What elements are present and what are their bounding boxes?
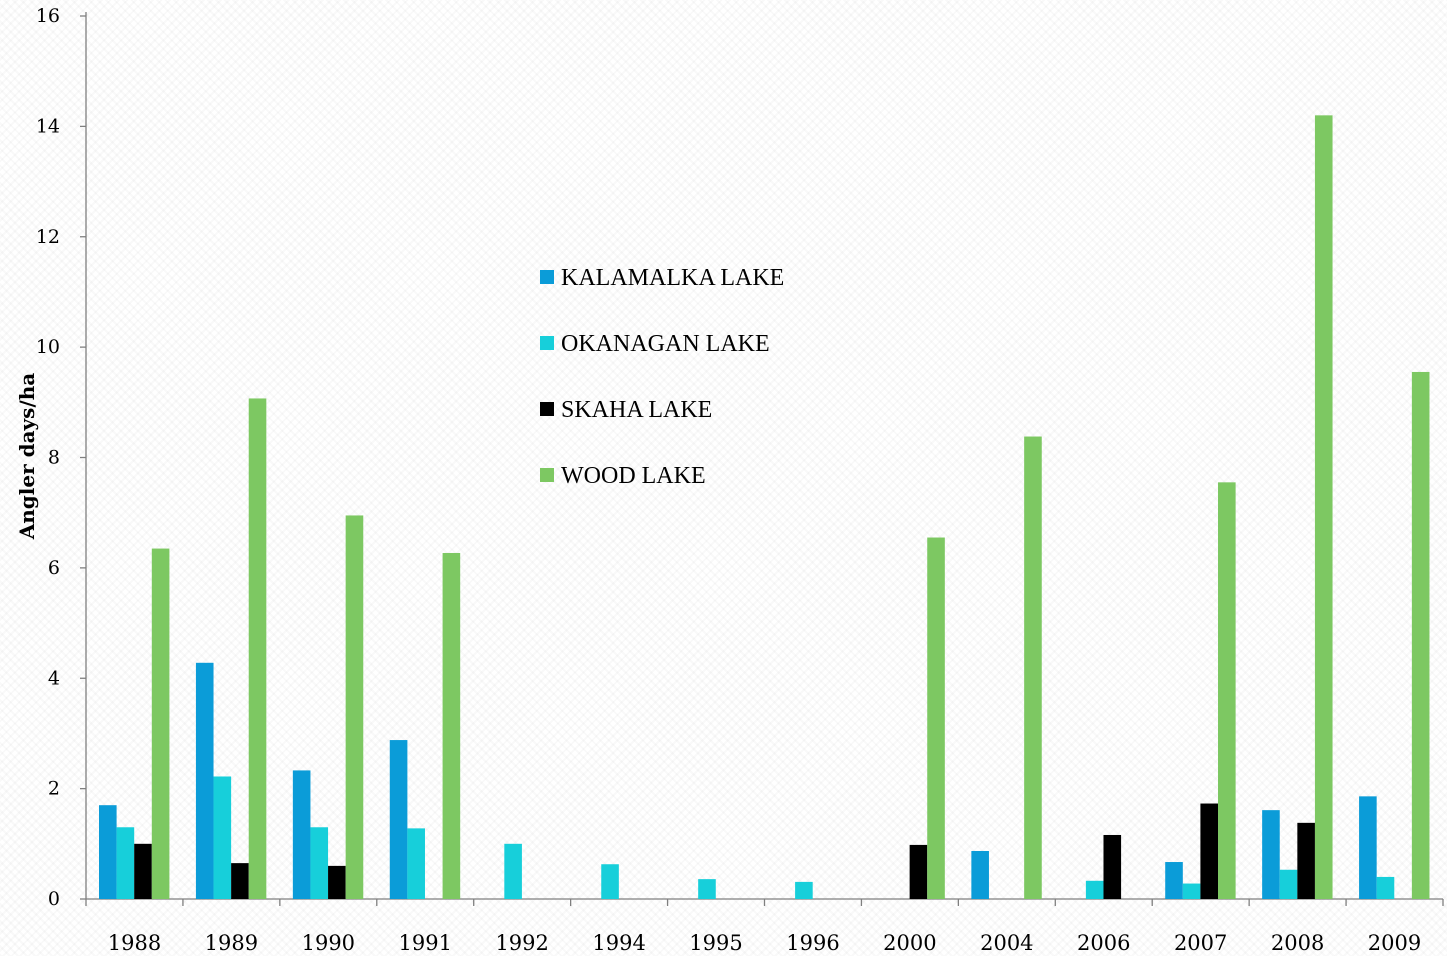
bar — [389, 740, 408, 899]
y-tick-label: 0 — [48, 888, 60, 910]
x-tick-label: 1988 — [108, 931, 161, 955]
bar — [971, 850, 989, 899]
bar — [1182, 883, 1201, 899]
x-tick-label: 1991 — [399, 931, 452, 955]
bar — [1103, 834, 1122, 899]
x-tick-label: 2009 — [1368, 931, 1421, 955]
y-tick-label: 14 — [36, 115, 60, 137]
legend-label: WOOD LAKE — [561, 463, 706, 489]
bar — [1262, 810, 1280, 899]
legend-label: OKANAGAN LAKE — [561, 331, 770, 357]
y-tick-label: 2 — [48, 778, 60, 800]
bar — [1359, 796, 1377, 899]
bar — [1085, 880, 1104, 899]
y-axis-label: Angler days/ha — [15, 373, 39, 541]
x-tick-label: 2006 — [1077, 931, 1130, 955]
bar — [698, 879, 716, 899]
legend-swatch — [540, 402, 554, 416]
bar — [1411, 371, 1430, 900]
bar — [1165, 862, 1183, 899]
legend-label: KALAMALKA LAKE — [561, 265, 784, 291]
legend: KALAMALKA LAKE OKANAGAN LAKE SKAHA LAKE WOO… — [540, 265, 784, 489]
x-tick-label: 1990 — [302, 931, 355, 955]
bar — [909, 844, 928, 899]
x-tick-label: 2007 — [1174, 931, 1227, 955]
x-tick-label: 1992 — [495, 931, 548, 955]
y-tick-label: 10 — [36, 336, 60, 358]
bar — [231, 863, 249, 899]
bar — [504, 843, 522, 899]
bar — [1200, 803, 1219, 899]
bar — [1024, 436, 1042, 899]
bar — [248, 398, 267, 899]
y-axis: 0 2 4 6 8 10 12 14 16 — [36, 5, 87, 910]
bar — [1297, 822, 1315, 899]
x-tick-label: 2004 — [980, 931, 1033, 955]
x-tick-label: 2000 — [883, 931, 936, 955]
bars — [99, 115, 1430, 900]
bar — [116, 827, 135, 899]
bar — [328, 865, 346, 899]
bar — [134, 843, 152, 899]
bar — [1314, 115, 1333, 899]
bar — [292, 770, 311, 899]
x-tick-label: 1989 — [205, 931, 258, 955]
bar — [1376, 876, 1395, 899]
y-tick-label: 4 — [48, 667, 60, 689]
legend-swatch — [540, 270, 554, 284]
bar — [195, 662, 214, 899]
bar — [1279, 869, 1298, 899]
y-tick-label: 6 — [48, 557, 60, 579]
y-tick-label: 16 — [36, 5, 60, 27]
x-tick-label: 1996 — [786, 931, 839, 955]
bar — [601, 864, 619, 899]
bar — [795, 881, 813, 899]
bar — [213, 776, 232, 899]
bar — [310, 827, 329, 899]
bar — [442, 552, 461, 899]
bar — [927, 537, 945, 899]
x-tick-label: 1994 — [592, 931, 645, 955]
bar — [1218, 482, 1236, 899]
bar — [151, 548, 170, 899]
x-tick-label: 2008 — [1271, 931, 1324, 955]
legend-swatch — [540, 468, 554, 482]
bar — [407, 828, 425, 899]
x-tick-label: 1995 — [689, 931, 742, 955]
legend-swatch — [540, 336, 554, 350]
x-axis: 1988 1989 1990 1991 1992 1994 1995 1996 2000 2004… — [85, 898, 1444, 955]
y-tick-label: 12 — [36, 226, 60, 248]
bar — [345, 515, 364, 899]
y-tick-label: 8 — [48, 447, 60, 469]
bar — [99, 805, 117, 899]
legend-label: SKAHA LAKE — [561, 397, 712, 423]
